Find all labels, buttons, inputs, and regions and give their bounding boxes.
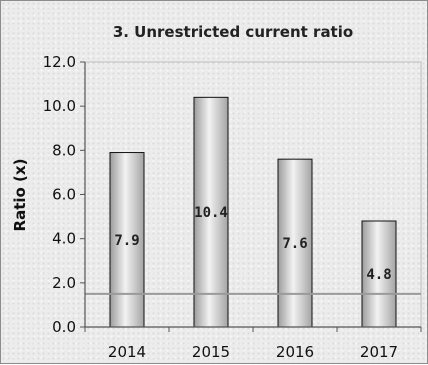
chart-title: 3. Unrestricted current ratio (113, 23, 353, 41)
bar-2017 (361, 220, 397, 328)
y-tick-label: 8.0 (52, 141, 76, 159)
x-tick-label: 2016 (276, 343, 314, 361)
bar-2016 (277, 158, 313, 328)
y-tick-label: 2.0 (52, 274, 76, 292)
data-label-2017: 4.8 (366, 267, 391, 283)
y-tick-label: 6.0 (52, 186, 76, 204)
data-label-2015: 10.4 (194, 205, 228, 221)
data-label-2016: 7.6 (282, 236, 307, 252)
y-axis-label: Ratio (x) (11, 159, 29, 232)
x-tick-label: 2014 (108, 343, 146, 361)
y-tick-label: 0.0 (52, 318, 76, 336)
data-label-2014: 7.9 (114, 233, 139, 249)
y-tick-label: 12.0 (43, 53, 76, 71)
y-tick-label: 4.0 (52, 230, 76, 248)
x-tick-label: 2017 (360, 343, 398, 361)
y-tick-label: 10.0 (43, 97, 76, 115)
x-tick-label: 2015 (192, 343, 230, 361)
bar-2015 (193, 96, 229, 328)
